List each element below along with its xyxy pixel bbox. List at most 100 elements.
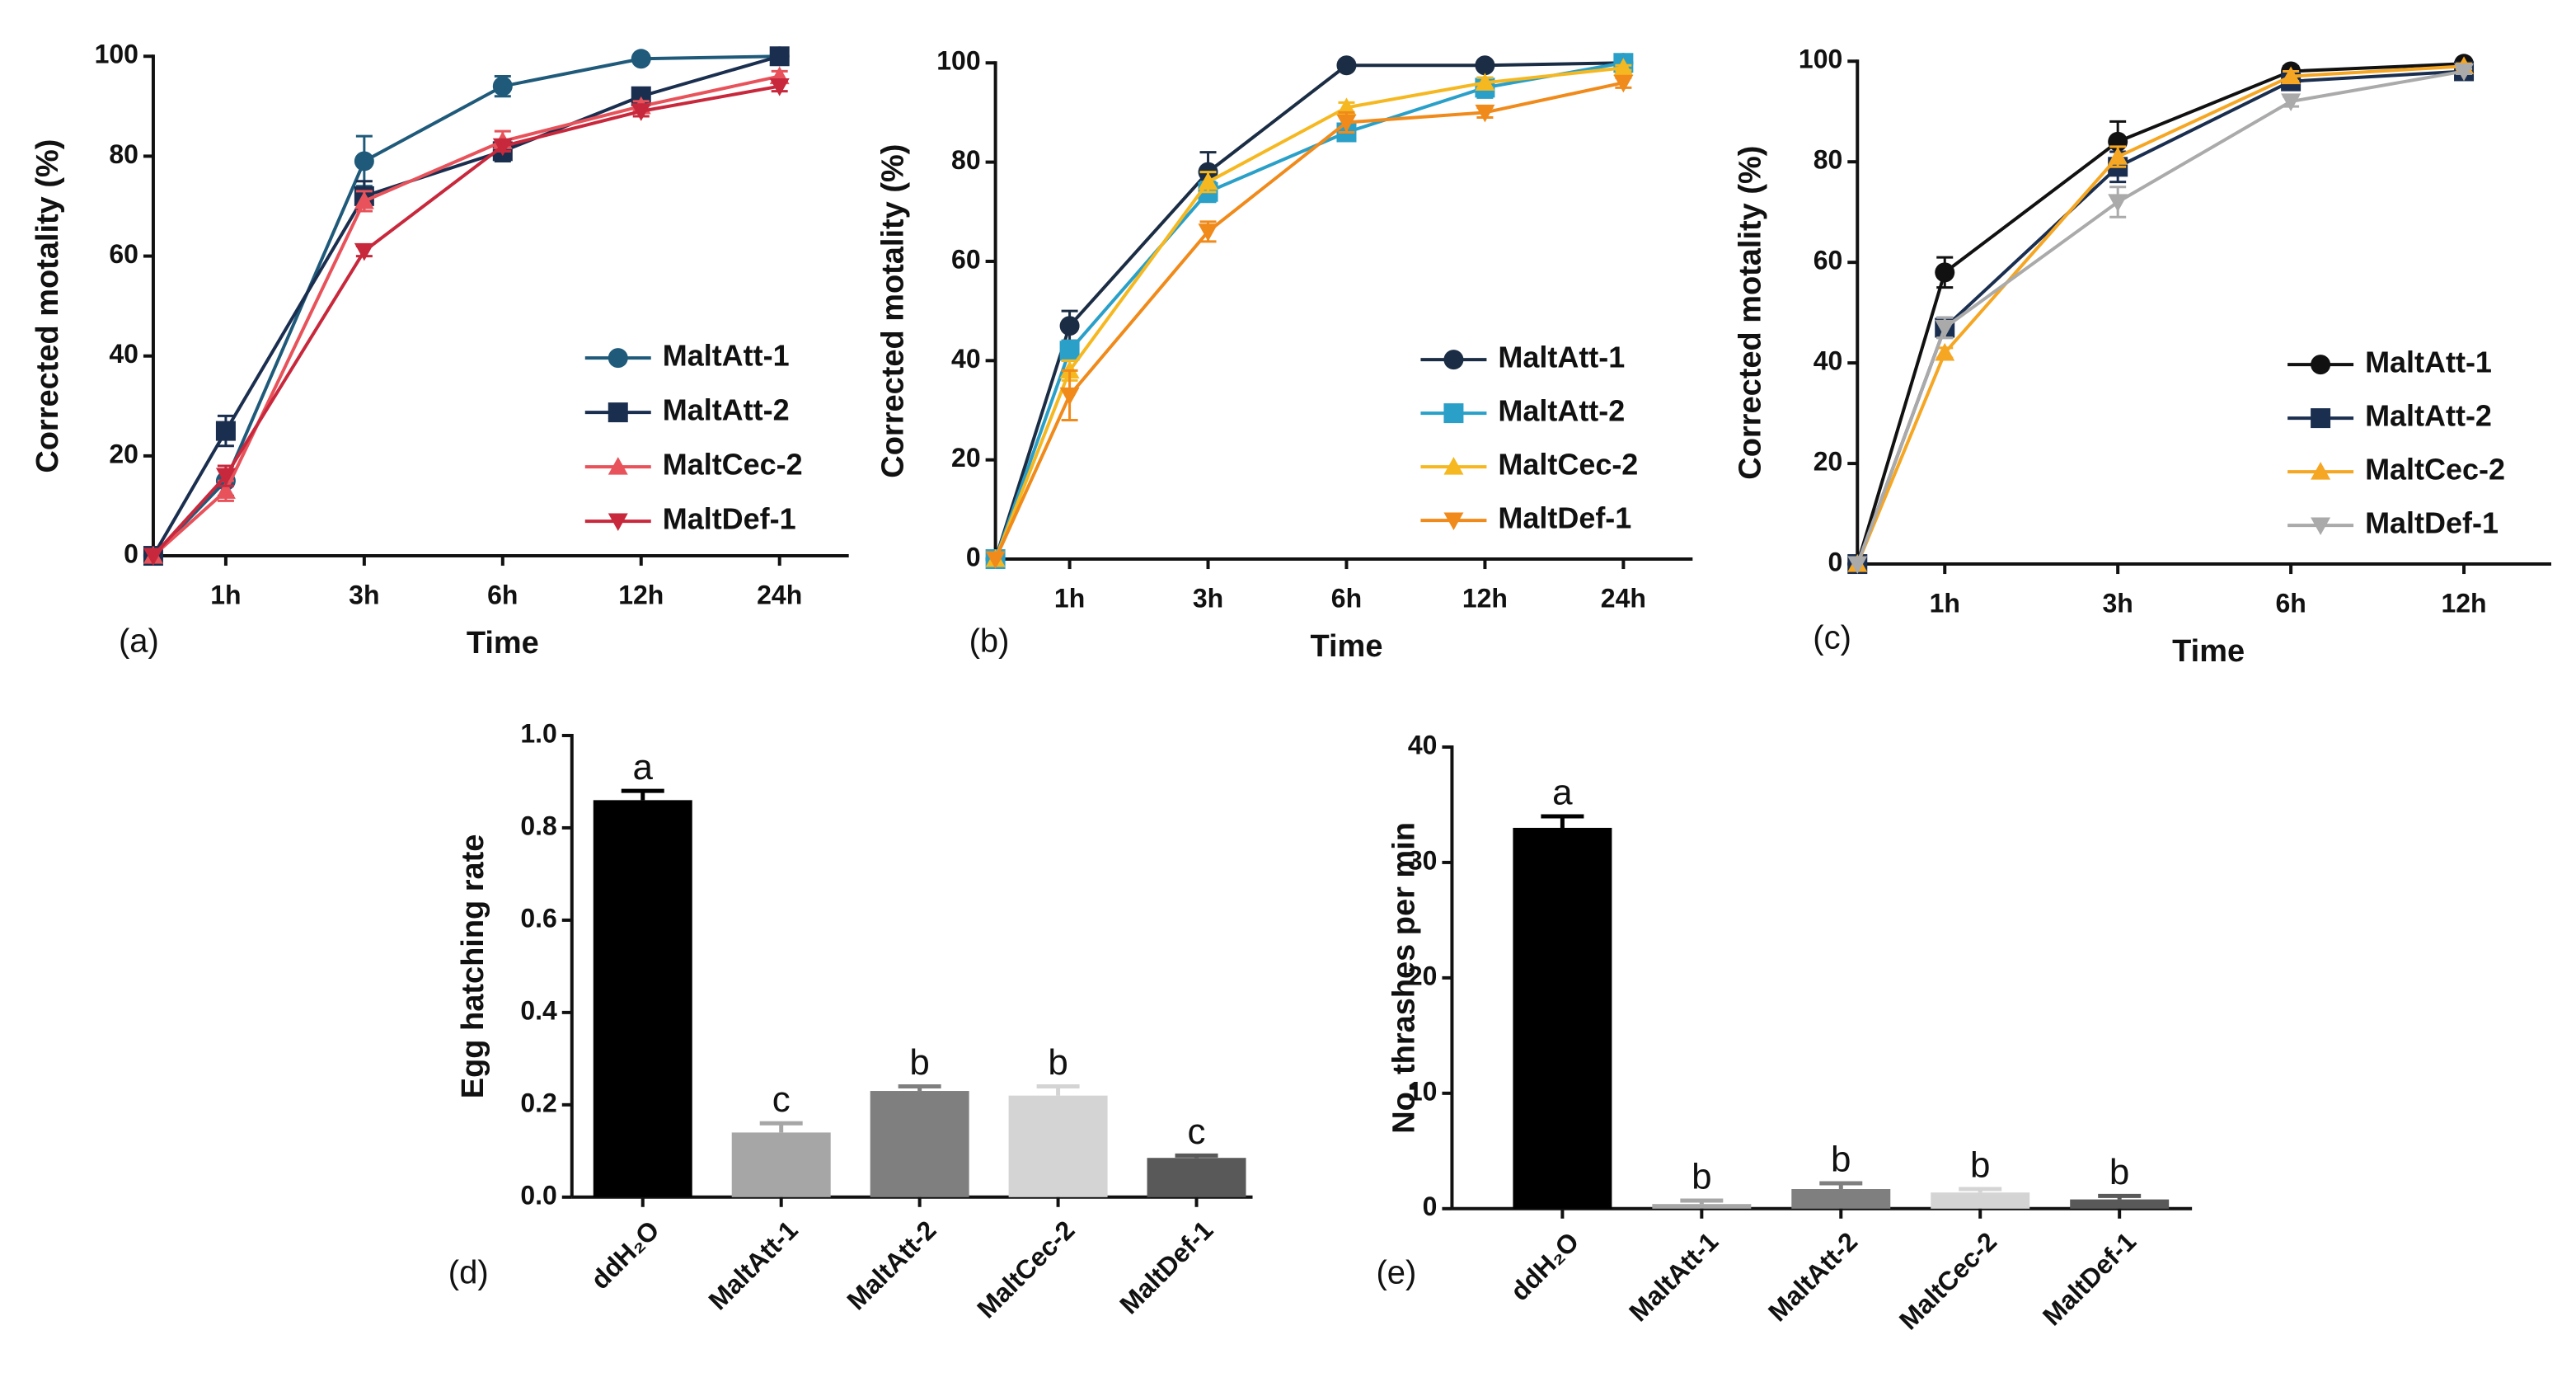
error-bar [2098,1193,2142,1200]
y-tick-label: 0.6 [520,903,556,933]
legend-label: MaltAtt-1 [663,339,790,373]
marker [1059,341,1080,361]
marker [2311,517,2331,536]
marker [1198,223,1218,242]
x-tick-label: 6h [2275,588,2306,618]
marker [215,421,236,441]
y-tick-label: 20 [109,439,138,468]
legend-label: MaltAtt-2 [663,393,790,427]
y-axis-label: Egg hatching rate [456,834,490,1099]
marker [1336,55,1357,76]
bar [1147,1158,1246,1197]
x-tick-label: MaltCec-2 [1893,1226,2002,1335]
x-tick-label: ddH₂O [1504,1226,1584,1306]
bar [1791,1189,1891,1209]
x-axis-label: Time [2172,634,2245,669]
y-tick-label: 1.0 [520,718,556,748]
y-tick-label: 60 [1814,246,1843,275]
bar [731,1132,831,1197]
error-bar [1541,814,1584,828]
error-bar [1680,1198,1724,1205]
marker [1059,316,1080,336]
y-tick-label: 20 [951,443,981,472]
y-tick-label: 20 [1408,961,1438,990]
line [152,54,781,557]
legend-label: MaltDef-1 [663,502,796,536]
marker [215,481,236,499]
y-tick-label: 80 [951,145,981,175]
significance-letter: a [1552,773,1573,813]
panel-label: (a) [119,623,159,660]
x-tick-label: 6h [1331,583,1362,613]
y-tick-label: 0 [966,543,981,572]
error-bar [759,1121,803,1133]
error-bar [621,788,664,801]
y-tick-label: 40 [951,344,981,374]
legend-label: MaltCec-2 [663,448,803,482]
line [993,66,1624,560]
marker [1443,403,1464,424]
marker [1935,262,1955,283]
marker [769,78,790,96]
line [1856,62,2465,565]
y-axis-label: Corrected motality (%) [30,139,65,473]
y-axis-label: Corrected motality (%) [1733,146,1767,480]
panel-label: (e) [1376,1254,1416,1290]
marker [608,457,628,475]
y-tick-label: 0 [1423,1192,1438,1221]
legend-label: MaltAtt-1 [2365,346,2492,379]
marker [2108,147,2128,165]
x-tick-label: MaltAtt-1 [1623,1226,1724,1327]
line [152,74,781,557]
marker [608,513,628,532]
y-tick-label: 10 [1408,1076,1438,1106]
x-tick-label: 1h [1054,583,1085,613]
x-axis-label: Time [1311,629,1383,664]
x-tick-label: 3h [1193,583,1223,613]
marker [631,49,651,69]
panel-label: (d) [448,1254,489,1290]
marker [1935,319,1955,338]
bar [1931,1192,2030,1209]
error-bar [898,1084,941,1092]
y-tick-label: 0.2 [520,1088,556,1117]
marker [1443,457,1464,475]
marker [2454,63,2475,82]
marker [1443,512,1464,531]
panel-label: (b) [969,623,1010,660]
y-tick-label: 30 [1408,845,1438,875]
marker [2108,194,2128,212]
marker [1475,104,1495,123]
marker [492,138,513,157]
y-tick-label: 80 [1814,145,1843,175]
legend-label: MaltCec-2 [1498,448,1638,482]
line [152,84,781,557]
legend-label: MaltAtt-2 [2365,399,2492,433]
significance-letter: c [772,1079,791,1120]
marker [2311,408,2331,429]
y-tick-label: 100 [95,40,138,69]
legend-label: MaltAtt-2 [1498,394,1625,428]
marker [1475,73,1495,91]
x-tick-label: 3h [2103,588,2133,618]
x-tick-label: 1h [1930,588,1960,618]
legend-label: MaltCec-2 [2365,453,2505,487]
x-tick-label: MaltDef-1 [1114,1215,1218,1319]
marker [1613,74,1634,93]
line [993,61,1624,560]
significance-letter: c [1188,1112,1206,1152]
line [993,81,1624,560]
panel-label: (c) [1813,620,1851,656]
line [993,61,1624,560]
x-tick-label: 3h [349,580,379,609]
x-tick-label: MaltAtt-2 [841,1215,941,1315]
marker [631,103,651,121]
marker [215,468,236,487]
x-tick-label: MaltCec-2 [971,1215,1080,1323]
marker [492,76,513,96]
x-tick-label: ddH₂O [585,1215,665,1295]
marker [143,548,163,566]
bar [1513,827,1612,1209]
x-axis-label: Time [467,626,539,660]
marker [1613,58,1634,76]
